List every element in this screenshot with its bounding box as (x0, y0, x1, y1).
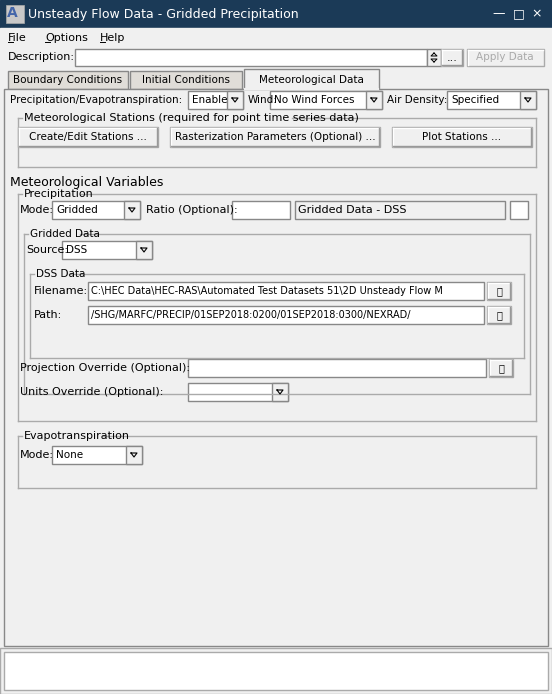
Text: Specified: Specified (451, 95, 499, 105)
Bar (18, 127, 158, 147)
Bar (4, 89, 548, 646)
Bar (244, 69, 379, 89)
Bar (392, 127, 532, 147)
Text: Create/Edit Stations ...: Create/Edit Stations ... (29, 132, 147, 142)
Bar (188, 383, 288, 401)
Text: ...: ... (447, 53, 458, 62)
Text: Projection Override (Optional):: Projection Override (Optional): (20, 363, 190, 373)
Text: C:\HEC Data\HEC-RAS\Automated Test Datasets 51\2D Unsteady Flow M: C:\HEC Data\HEC-RAS\Automated Test Datas… (91, 286, 443, 296)
Bar (441, 49, 463, 66)
Bar (489, 359, 513, 377)
Text: Apply Data: Apply Data (476, 52, 534, 62)
Bar (467, 49, 544, 66)
Bar (0, 0, 552, 28)
Text: Initial Conditions: Initial Conditions (142, 75, 230, 85)
Text: Air Density:: Air Density: (387, 95, 447, 105)
Bar (0, 28, 552, 48)
Text: Gridded Data: Gridded Data (30, 229, 100, 239)
Bar (4, 652, 548, 690)
Bar (510, 201, 528, 219)
Text: Options: Options (45, 33, 88, 43)
Bar (366, 91, 382, 109)
Text: DSS: DSS (66, 245, 87, 255)
Text: Gridded: Gridded (56, 205, 98, 215)
Bar (188, 359, 486, 377)
Bar (447, 91, 536, 109)
Bar (520, 91, 536, 109)
Text: No Wind Forces: No Wind Forces (274, 95, 354, 105)
Bar (427, 49, 441, 66)
Text: Ratio (Optional):: Ratio (Optional): (146, 205, 237, 215)
Text: 🗁: 🗁 (496, 286, 502, 296)
Bar (88, 282, 484, 300)
Bar (295, 201, 505, 219)
Text: 🗁: 🗁 (498, 363, 504, 373)
Bar (126, 446, 142, 464)
Text: Gridded Data - DSS: Gridded Data - DSS (298, 205, 406, 215)
Text: None: None (56, 450, 83, 460)
Text: A: A (7, 6, 18, 20)
Text: 🗁: 🗁 (496, 310, 502, 320)
Text: Enable: Enable (192, 95, 227, 105)
Bar (232, 201, 290, 219)
Text: ×: × (532, 8, 542, 21)
Text: Path:: Path: (34, 310, 62, 320)
Bar (487, 282, 511, 300)
Bar (227, 91, 243, 109)
Text: Unsteady Flow Data - Gridded Precipitation: Unsteady Flow Data - Gridded Precipitati… (28, 8, 299, 21)
Bar (52, 446, 142, 464)
Bar (62, 241, 152, 259)
Bar (52, 201, 140, 219)
Text: Mode:: Mode: (20, 205, 54, 215)
Bar (188, 91, 243, 109)
Bar (6, 5, 24, 23)
Text: —: — (493, 8, 505, 21)
Text: Plot Stations ...: Plot Stations ... (422, 132, 502, 142)
Text: Description:: Description: (8, 52, 75, 62)
Text: Wind:: Wind: (248, 95, 278, 105)
Bar (88, 306, 484, 324)
Bar (8, 71, 128, 89)
Text: Meteorological Variables: Meteorological Variables (10, 176, 163, 189)
Bar (270, 91, 382, 109)
Text: Boundary Conditions: Boundary Conditions (13, 75, 123, 85)
Text: Precipitation: Precipitation (24, 189, 94, 199)
Text: Rasterization Parameters (Optional) ...: Rasterization Parameters (Optional) ... (174, 132, 375, 142)
Text: Help: Help (100, 33, 125, 43)
Bar (136, 241, 152, 259)
Bar (487, 306, 511, 324)
Text: DSS Data: DSS Data (36, 269, 86, 279)
Text: Evapotranspiration: Evapotranspiration (24, 431, 130, 441)
Bar (124, 201, 140, 219)
Text: Meteorological Data: Meteorological Data (259, 75, 364, 85)
Text: /SHG/MARFC/PRECIP/01SEP2018:0200/01SEP2018:0300/NEXRAD/: /SHG/MARFC/PRECIP/01SEP2018:0200/01SEP20… (91, 310, 411, 320)
Text: Mode:: Mode: (20, 450, 54, 460)
Bar (0, 648, 552, 694)
Bar (75, 49, 427, 66)
Bar (272, 383, 288, 401)
Text: Units Override (Optional):: Units Override (Optional): (20, 387, 163, 397)
Text: □: □ (513, 8, 525, 21)
Text: Precipitation/Evapotranspiration:: Precipitation/Evapotranspiration: (10, 95, 182, 105)
Bar (130, 71, 242, 89)
Text: Filename:: Filename: (34, 286, 88, 296)
Bar (170, 127, 380, 147)
Text: Meteorological Stations (required for point time series data): Meteorological Stations (required for po… (24, 113, 359, 123)
Text: File: File (8, 33, 26, 43)
Text: Source:: Source: (26, 245, 68, 255)
